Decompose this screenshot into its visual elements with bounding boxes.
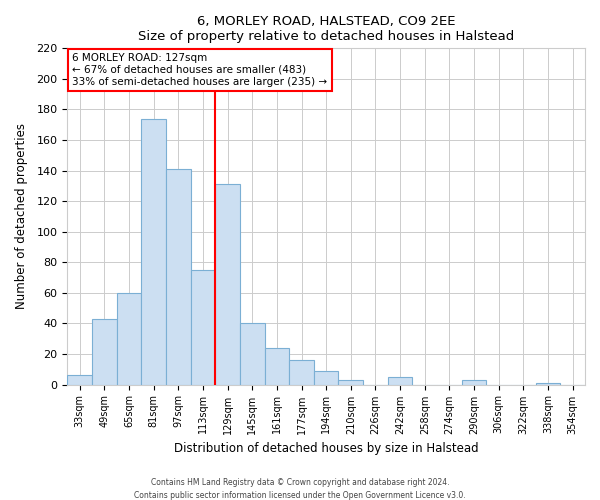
Text: Contains HM Land Registry data © Crown copyright and database right 2024.
Contai: Contains HM Land Registry data © Crown c… bbox=[134, 478, 466, 500]
Bar bbox=[462, 380, 487, 384]
Bar bbox=[215, 184, 240, 384]
Bar bbox=[536, 383, 560, 384]
Bar bbox=[338, 380, 363, 384]
Title: 6, MORLEY ROAD, HALSTEAD, CO9 2EE
Size of property relative to detached houses i: 6, MORLEY ROAD, HALSTEAD, CO9 2EE Size o… bbox=[138, 15, 514, 43]
Bar bbox=[166, 169, 191, 384]
Text: 6 MORLEY ROAD: 127sqm
← 67% of detached houses are smaller (483)
33% of semi-det: 6 MORLEY ROAD: 127sqm ← 67% of detached … bbox=[73, 54, 328, 86]
Bar bbox=[388, 377, 412, 384]
Bar bbox=[191, 270, 215, 384]
X-axis label: Distribution of detached houses by size in Halstead: Distribution of detached houses by size … bbox=[174, 442, 478, 455]
Bar bbox=[67, 376, 92, 384]
Bar bbox=[289, 360, 314, 384]
Bar bbox=[116, 293, 141, 384]
Bar bbox=[141, 118, 166, 384]
Bar bbox=[92, 319, 116, 384]
Bar bbox=[265, 348, 289, 385]
Bar bbox=[314, 371, 338, 384]
Y-axis label: Number of detached properties: Number of detached properties bbox=[15, 124, 28, 310]
Bar bbox=[240, 324, 265, 384]
